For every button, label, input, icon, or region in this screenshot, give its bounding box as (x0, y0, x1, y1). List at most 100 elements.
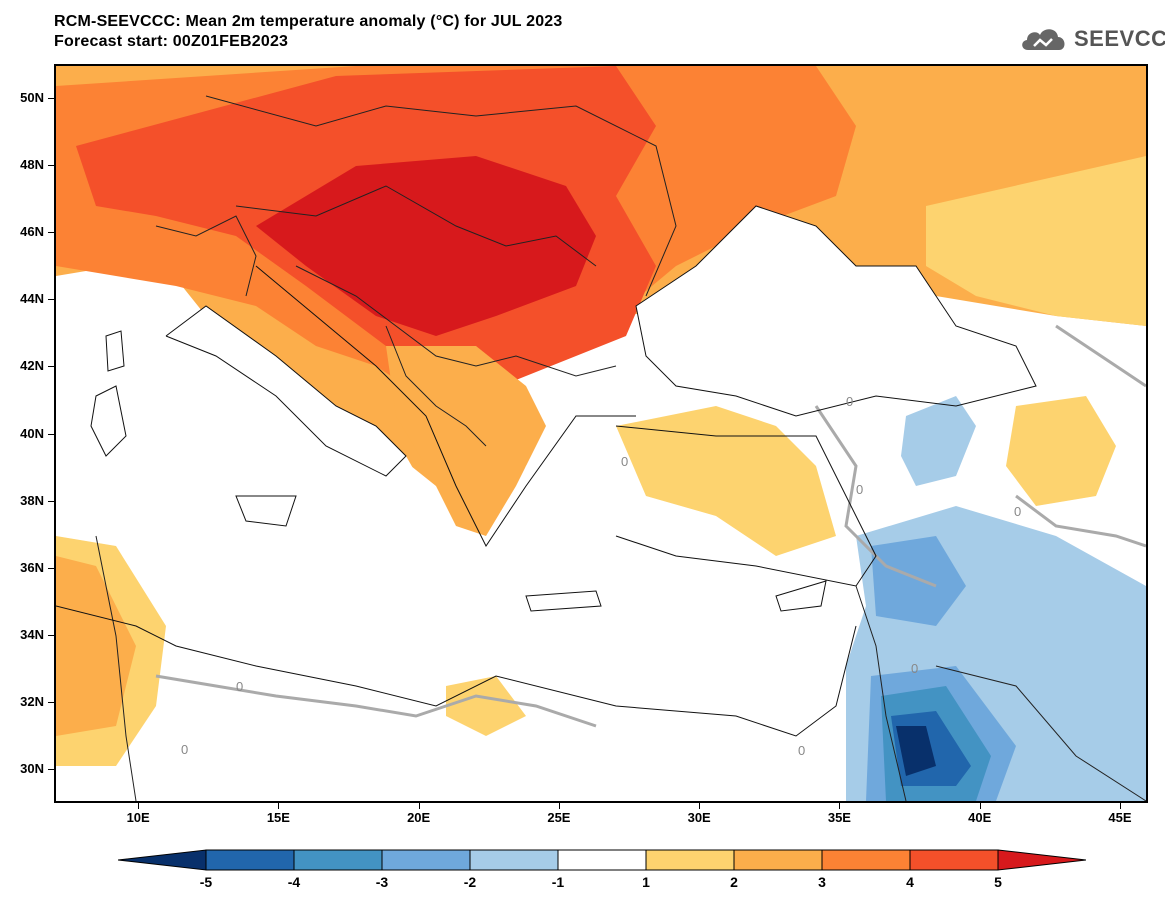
contour-zero-label: 0 (911, 661, 918, 676)
colorbar-segment (821, 849, 911, 871)
lon-label: 15E (266, 810, 290, 825)
colorbar-label: -5 (199, 874, 213, 890)
colorbar-segment (293, 849, 383, 871)
warm-anomaly-fields (56, 66, 1146, 536)
mediterranean-sea (56, 306, 876, 736)
lon-label: 20E (407, 810, 431, 825)
colorbar-segment (469, 849, 559, 871)
lat-tick (48, 769, 54, 771)
anomaly-1-east-anatolia (1006, 396, 1116, 506)
coastline-black-sea (635, 205, 1037, 417)
colorbar-label: -3 (375, 874, 389, 890)
title-line-1: RCM-SEEVCCC: Mean 2m temperature anomaly… (54, 13, 563, 30)
lon-tick (138, 803, 140, 809)
lon-label: 45E (1108, 810, 1132, 825)
map-title: RCM-SEEVCCC: Mean 2m temperature anomaly… (54, 12, 563, 52)
coastlines (56, 205, 1037, 737)
lon-tick (418, 803, 420, 809)
lon-tick (699, 803, 701, 809)
lat-label: 36N (20, 559, 44, 575)
anomaly-5-region (256, 156, 596, 336)
anomaly-neg5-region (896, 726, 936, 776)
border-line (855, 585, 907, 801)
border-line (295, 265, 617, 377)
colorbar-label: -2 (463, 874, 477, 890)
lat-label: 30N (20, 761, 44, 777)
anomaly-neg2-region (871, 536, 966, 626)
black-sea (636, 206, 1036, 416)
lat-tick (48, 500, 54, 502)
lon-tick (558, 803, 560, 809)
contour-zero-label: 0 (236, 679, 243, 694)
contour-zero-label: 0 (846, 394, 853, 409)
title-line-2: Forecast start: 00Z01FEB2023 (54, 33, 289, 50)
lat-tick (48, 567, 54, 569)
zero-contour-line (155, 674, 597, 728)
colorbar-label: 1 (642, 874, 650, 890)
lat-tick (48, 702, 54, 704)
lon-label: 25E (547, 810, 571, 825)
lon-tick (278, 803, 280, 809)
colorbar-label: -4 (287, 874, 301, 890)
lat-tick (48, 164, 54, 166)
lat-label: 50N (20, 89, 44, 105)
lat-label: 34N (20, 627, 44, 643)
colorbar (118, 849, 1086, 871)
lat-label: 44N (20, 291, 44, 307)
lon-label: 40E (968, 810, 992, 825)
zero-contour-line (1015, 494, 1146, 548)
coastline-crete (525, 590, 602, 612)
anomaly-neg1-region-anatolia (901, 396, 976, 486)
seevccc-logo: SEEVCCC (1018, 22, 1165, 56)
anomaly-1-anatolia (616, 406, 836, 556)
lon-tick (979, 803, 981, 809)
coastline-corsica (105, 330, 125, 372)
contour-zero-label: 0 (621, 454, 628, 469)
colorbar-segment (557, 849, 647, 871)
lat-tick (48, 366, 54, 368)
lat-label: 38N (20, 492, 44, 508)
zero-contours (155, 324, 1146, 728)
lat-label: 42N (20, 358, 44, 374)
colorbar-label: 3 (818, 874, 826, 890)
zero-contour-line (1055, 324, 1146, 388)
border-line (205, 95, 677, 297)
border-line (385, 325, 487, 447)
lat-tick (48, 299, 54, 301)
anatolia-warm-spots (56, 396, 1116, 766)
anomaly-1-libya (446, 676, 526, 736)
colorbar-label: -1 (551, 874, 565, 890)
lat-label: 40N (20, 425, 44, 441)
lat-tick (48, 433, 54, 435)
coastline-sicily (235, 495, 297, 527)
lat-tick (48, 97, 54, 99)
logo-text: SEEVCCC (1074, 26, 1165, 51)
colorbar-segment (381, 849, 471, 871)
lat-tick (48, 635, 54, 637)
coastline-italy (165, 305, 407, 477)
colorbar-segment (205, 849, 295, 871)
lon-label: 30E (687, 810, 711, 825)
cloud-icon (1022, 29, 1065, 50)
colorbar-label: 4 (906, 874, 914, 890)
border-line (95, 535, 137, 801)
coastline-north-africa (56, 605, 857, 737)
anomaly-2-region-south-balkan (386, 346, 546, 536)
contour-zero-label: 0 (1014, 504, 1021, 519)
border-line (935, 665, 1146, 801)
zero-contour-line (814, 405, 937, 588)
anomaly-1-region-east (926, 156, 1146, 326)
coastline-sardinia (90, 385, 127, 457)
coastline-cyprus (775, 580, 827, 612)
border-line (235, 185, 597, 267)
lat-label: 46N (20, 223, 44, 239)
colorbar-extend-low (118, 849, 207, 871)
contour-zero-label: 0 (856, 482, 863, 497)
colorbar-label: 5 (994, 874, 1002, 890)
contour-zero-label: 0 (798, 743, 805, 758)
colorbar-label: 2 (730, 874, 738, 890)
lon-tick (1119, 803, 1121, 809)
colorbar-segment (733, 849, 823, 871)
lat-tick (48, 231, 54, 233)
anomaly-2-north-africa (56, 556, 136, 736)
